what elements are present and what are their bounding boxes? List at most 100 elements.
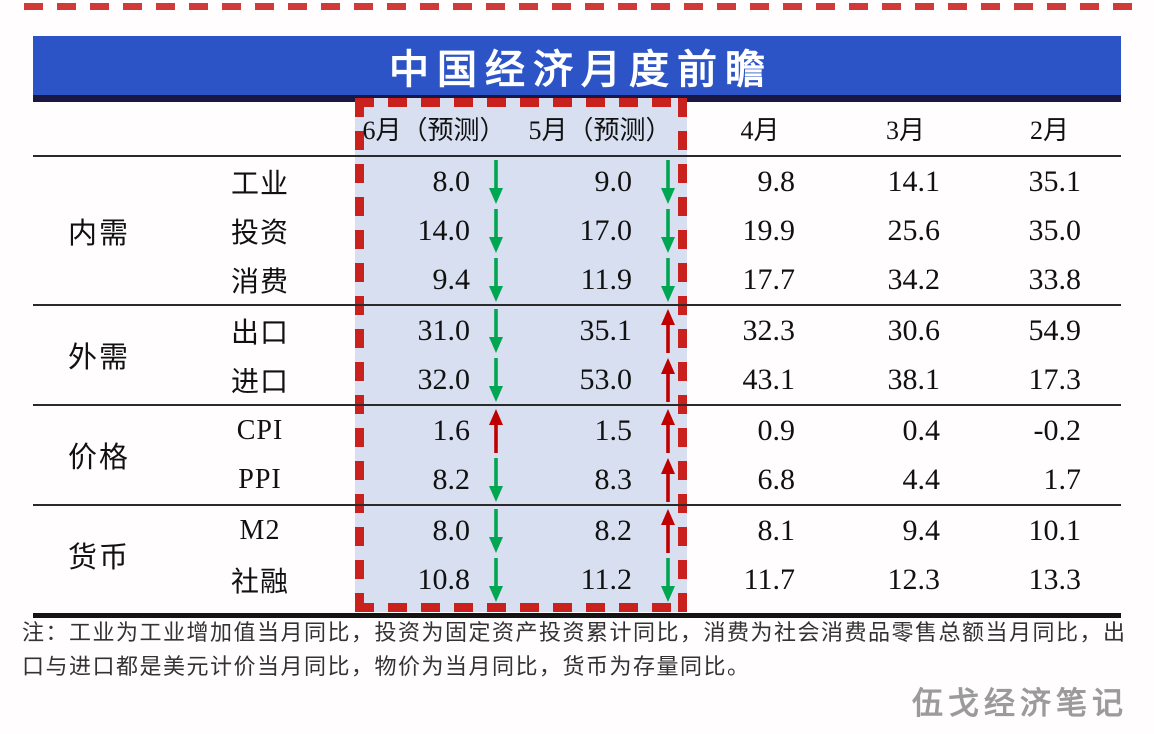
value-may-forecast: 11.9 <box>580 262 632 296</box>
trend-down-arrow-icon <box>648 157 687 206</box>
trend-down-arrow-icon <box>478 555 513 604</box>
value-jun-forecast: 10.8 <box>417 562 471 596</box>
value-apr: 19.9 <box>742 213 796 247</box>
value-feb: 35.0 <box>1028 213 1082 247</box>
group-label: 外需 <box>67 342 130 374</box>
value-feb: 17.3 <box>1028 362 1082 396</box>
row-label: 工业 <box>230 168 289 200</box>
column-header-may-forecast: 5月（预测） <box>528 116 672 145</box>
trend-down-arrow-icon <box>478 306 513 355</box>
table-row: 工业 8.0 9.0 9.8 14.1 35.1 <box>165 157 1121 206</box>
row-label: M2 <box>239 514 281 546</box>
value-may-forecast: 9.0 <box>594 164 633 198</box>
value-mar: 4.4 <box>902 462 941 496</box>
value-feb: 33.8 <box>1028 262 1082 296</box>
group-label: 货币 <box>67 542 130 574</box>
watermark: 伍戈经济笔记 <box>912 686 1128 721</box>
footnote: 注：工业为工业增加值当月同比，投资为固定资产投资累计同比，消费为社会消费品零售总… <box>22 620 1127 679</box>
table-row: M2 8.0 8.2 8.1 9.4 10.1 <box>165 506 1121 555</box>
value-mar: 38.1 <box>887 362 941 396</box>
table-row: CPI 1.6 1.5 0.9 0.4 -0.2 <box>165 406 1121 455</box>
value-mar: 25.6 <box>887 213 941 247</box>
value-apr: 11.7 <box>743 562 795 596</box>
row-label: 出口 <box>230 317 289 349</box>
value-mar: 9.4 <box>902 513 941 547</box>
table-row: 出口 31.0 35.1 32.3 30.6 54.9 <box>165 306 1121 355</box>
value-apr: 43.1 <box>742 362 796 396</box>
value-feb: 54.9 <box>1028 313 1082 347</box>
value-jun-forecast: 8.0 <box>432 513 471 547</box>
table-header-row: 6月（预测） 5月（预测） 4月 3月 2月 <box>33 102 1121 157</box>
column-header-mar: 3月 <box>885 116 925 145</box>
row-label: 进口 <box>230 366 289 398</box>
value-jun-forecast: 8.0 <box>432 164 471 198</box>
highlight-border-right <box>678 98 687 612</box>
trend-down-arrow-icon <box>478 506 513 555</box>
trend-up-arrow-icon <box>648 306 687 355</box>
value-jun-forecast: 9.4 <box>432 262 471 296</box>
value-mar: 34.2 <box>887 262 941 296</box>
row-label: 投资 <box>230 217 289 249</box>
trend-up-arrow-icon <box>648 355 687 404</box>
value-feb: 1.7 <box>1043 462 1082 496</box>
highlight-border-bottom <box>355 603 687 612</box>
table-row: PPI 8.2 8.3 6.8 4.4 1.7 <box>165 455 1121 504</box>
table-bottom-border <box>33 613 1121 618</box>
row-label: CPI <box>236 414 284 446</box>
value-may-forecast: 8.2 <box>594 513 633 547</box>
column-header-feb: 2月 <box>1029 116 1069 145</box>
trend-up-arrow-icon <box>648 506 687 555</box>
column-header-jun-forecast: 6月（预测） <box>362 116 506 145</box>
value-may-forecast: 35.1 <box>579 313 633 347</box>
value-may-forecast: 11.2 <box>580 562 632 596</box>
highlight-border-left <box>355 98 364 612</box>
value-jun-forecast: 8.2 <box>432 462 471 496</box>
row-label: 消费 <box>230 266 289 298</box>
group-label: 价格 <box>67 442 130 474</box>
value-apr: 8.1 <box>757 513 796 547</box>
group-label: 内需 <box>67 217 130 250</box>
trend-up-arrow-icon <box>478 406 513 455</box>
forecast-highlight-box <box>355 98 687 612</box>
value-mar: 14.1 <box>887 164 941 198</box>
trend-down-arrow-icon <box>478 455 513 504</box>
value-mar: 30.6 <box>887 313 941 347</box>
value-jun-forecast: 1.6 <box>432 413 471 447</box>
value-feb: 13.3 <box>1028 562 1082 596</box>
forecast-table: 6月（预测） 5月（预测） 4月 3月 2月 内需 工业 8.0 9.0 9.8 <box>33 98 1121 618</box>
page-title: 中国经济月度前瞻 <box>389 47 773 92</box>
value-may-forecast: 17.0 <box>579 213 633 247</box>
value-jun-forecast: 31.0 <box>417 313 471 347</box>
group-external-demand: 外需 出口 31.0 35.1 32.3 30.6 54.9 进口 32 <box>33 304 1121 404</box>
value-jun-forecast: 32.0 <box>417 362 471 396</box>
value-may-forecast: 8.3 <box>594 462 633 496</box>
group-prices: 价格 CPI 1.6 1.5 0.9 0.4 -0.2 PPI 8.2 <box>33 404 1121 504</box>
table-row: 进口 32.0 53.0 43.1 38.1 17.3 <box>165 355 1121 404</box>
trend-down-arrow-icon <box>648 206 687 255</box>
value-jun-forecast: 14.0 <box>417 213 471 247</box>
value-apr: 17.7 <box>742 262 796 296</box>
column-header-apr: 4月 <box>740 116 780 145</box>
trend-up-arrow-icon <box>648 406 687 455</box>
trend-down-arrow-icon <box>478 255 513 304</box>
report-sheet: 中国经济月度前瞻 6月（预测） 5月（预测） 4月 3月 2月 内需 <box>33 36 1121 618</box>
value-apr: 32.3 <box>742 313 796 347</box>
value-feb: 10.1 <box>1028 513 1082 547</box>
value-apr: 9.8 <box>757 164 796 198</box>
row-label: 社融 <box>230 566 289 598</box>
top-dashed-line <box>24 3 1138 10</box>
value-apr: 6.8 <box>757 462 796 496</box>
highlight-border-top <box>355 98 687 107</box>
row-label: PPI <box>238 463 282 495</box>
table-row: 社融 10.8 11.2 11.7 12.3 13.3 <box>165 555 1121 604</box>
value-mar: 12.3 <box>887 562 941 596</box>
trend-up-arrow-icon <box>648 455 687 504</box>
value-feb: 35.1 <box>1028 164 1082 198</box>
table-row: 消费 9.4 11.9 17.7 34.2 33.8 <box>165 255 1121 304</box>
trend-down-arrow-icon <box>648 555 687 604</box>
value-may-forecast: 53.0 <box>579 362 633 396</box>
table-row: 投资 14.0 17.0 19.9 25.6 35.0 <box>165 206 1121 255</box>
value-apr: 0.9 <box>757 413 796 447</box>
group-domestic-demand: 内需 工业 8.0 9.0 9.8 14.1 35.1 投资 14.0 <box>33 157 1121 304</box>
